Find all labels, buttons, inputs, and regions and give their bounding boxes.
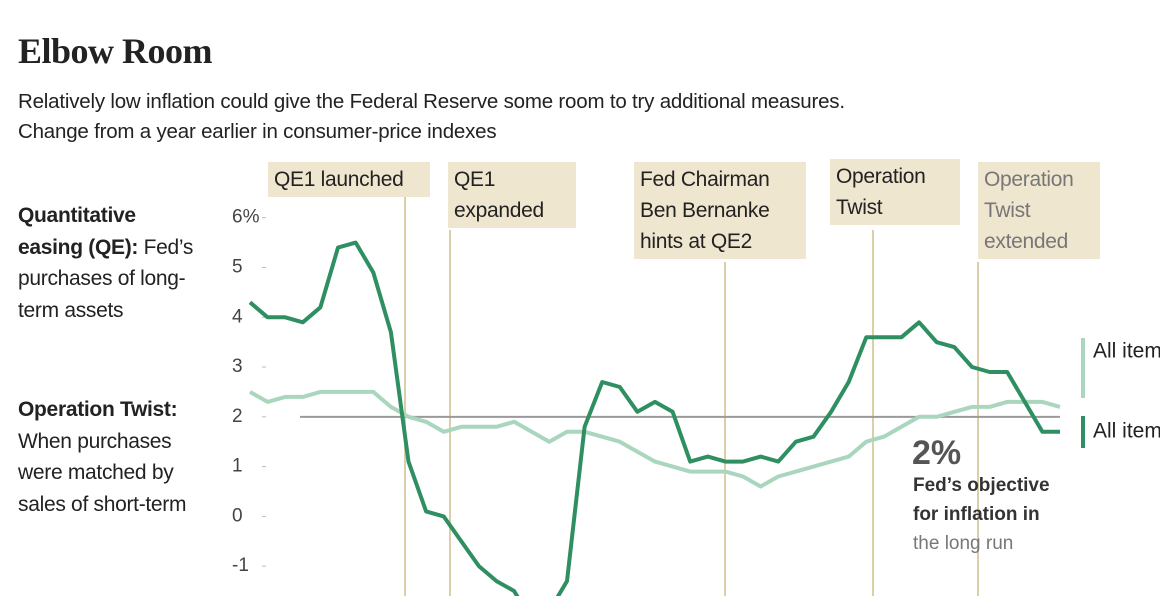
annotation: Operation Twist extended	[978, 162, 1100, 259]
series-line	[249, 389, 1061, 489]
y-tick-label: 0	[232, 505, 243, 526]
legend-label: All items	[1093, 420, 1160, 443]
annotation: Operation Twist	[830, 159, 960, 225]
y-tick-label: 4	[232, 306, 243, 327]
subtitle: Change from a year earlier in consumer-p…	[18, 120, 497, 143]
chart-title: Elbow Room	[18, 31, 213, 71]
series-line	[248, 240, 1060, 596]
annotation: QE1 expanded	[448, 162, 576, 228]
reference-text: for inflation in	[913, 504, 1040, 525]
sidebar-term: Quantitative easing (QE):	[18, 204, 139, 259]
y-tick-label: 2	[232, 406, 243, 427]
y-tick-label: 5	[232, 257, 243, 278]
subtitle: Relatively low inflation could give the …	[18, 90, 845, 113]
y-tick-label: 3	[232, 356, 243, 377]
sidebar-definition: Fed’s purchases of long-term assets	[18, 235, 194, 322]
y-tick-label: -1	[232, 555, 249, 576]
annotation: Fed Chairman Ben Bernanke hints at QE2	[634, 162, 806, 259]
annotation: QE1 launched	[268, 162, 430, 197]
y-tick-label: 1	[232, 456, 243, 477]
y-tick-label: 6%	[232, 207, 260, 228]
sidebar-entry: Quantitative easing (QE): Fed’s purchase…	[18, 200, 203, 326]
reference-text: Fed’s objective	[913, 475, 1050, 496]
reference-text: the long run	[913, 533, 1013, 554]
sidebar-definition: When purchases were matched by sales of …	[18, 429, 187, 516]
sidebar-term: Operation Twist:	[18, 398, 178, 421]
sidebar-entry: Operation Twist: When purchases were mat…	[18, 394, 203, 520]
reference-label: 2%	[912, 434, 961, 472]
legend-label: All items less food and energy	[1093, 340, 1160, 363]
